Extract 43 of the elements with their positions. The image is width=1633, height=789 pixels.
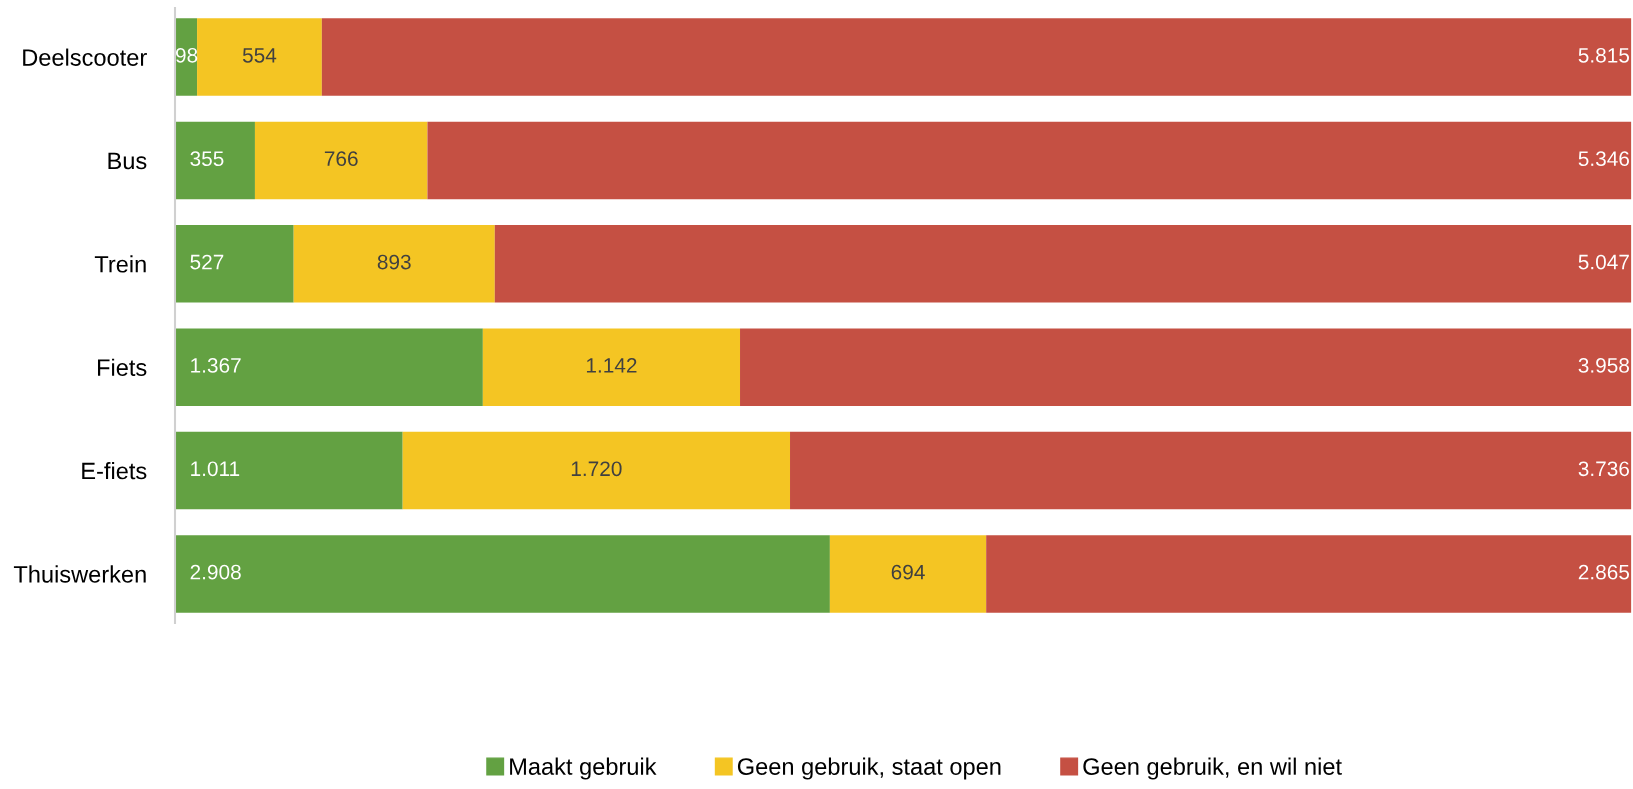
legend-label: Geen gebruik, staat open bbox=[737, 757, 1001, 780]
y-tick-label: Trein bbox=[94, 255, 146, 273]
data-label: 694 bbox=[891, 564, 925, 580]
data-label: 1.720 bbox=[571, 461, 622, 477]
bar bbox=[175, 328, 483, 406]
data-label: 3.958 bbox=[1578, 358, 1630, 373]
data-label: 5.346 bbox=[1578, 151, 1629, 167]
bar bbox=[829, 535, 987, 613]
data-label: 355 bbox=[190, 151, 224, 167]
data-label: 3.736 bbox=[1578, 461, 1629, 477]
bar bbox=[790, 431, 1632, 510]
y-tick-label: Thuiswerken bbox=[13, 565, 146, 583]
bar bbox=[740, 328, 1632, 406]
y-tick-label: Fiets bbox=[98, 358, 147, 376]
y-tick-label: Bus bbox=[108, 152, 147, 170]
data-label: 527 bbox=[190, 254, 224, 270]
bar bbox=[986, 535, 1632, 613]
y-tick-label: E-fiets bbox=[82, 461, 147, 480]
bar bbox=[494, 225, 1632, 303]
y-tick-label: Deelscooter bbox=[23, 48, 147, 66]
bar bbox=[254, 121, 428, 200]
legend-label: Geen gebruik, en wil niet bbox=[1083, 757, 1342, 780]
bar bbox=[175, 535, 830, 613]
data-label: 2.908 bbox=[190, 564, 241, 580]
bar bbox=[175, 225, 294, 303]
bar bbox=[175, 121, 255, 200]
bar bbox=[321, 18, 1632, 96]
bar bbox=[197, 18, 322, 96]
data-label: 766 bbox=[324, 151, 358, 167]
bar bbox=[175, 431, 403, 510]
data-label: 5.047 bbox=[1578, 254, 1629, 270]
data-label: 893 bbox=[377, 254, 411, 270]
data-label: 1.142 bbox=[586, 358, 637, 373]
legend-label: Maakt gebruik bbox=[510, 757, 657, 780]
bar bbox=[402, 431, 791, 510]
bar bbox=[427, 121, 1632, 200]
data-label: 1.011 bbox=[191, 461, 240, 477]
bar bbox=[293, 225, 495, 303]
data-label: 554 bbox=[242, 48, 277, 63]
bar bbox=[482, 328, 741, 406]
data-label: 1.367 bbox=[191, 358, 241, 373]
data-label: 5.815 bbox=[1578, 47, 1630, 63]
data-label: 2.865 bbox=[1578, 564, 1630, 580]
